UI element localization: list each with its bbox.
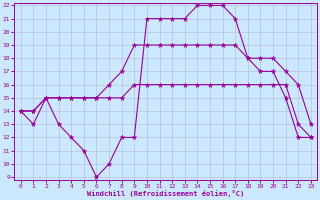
X-axis label: Windchill (Refroidissement éolien,°C): Windchill (Refroidissement éolien,°C)	[87, 190, 244, 197]
